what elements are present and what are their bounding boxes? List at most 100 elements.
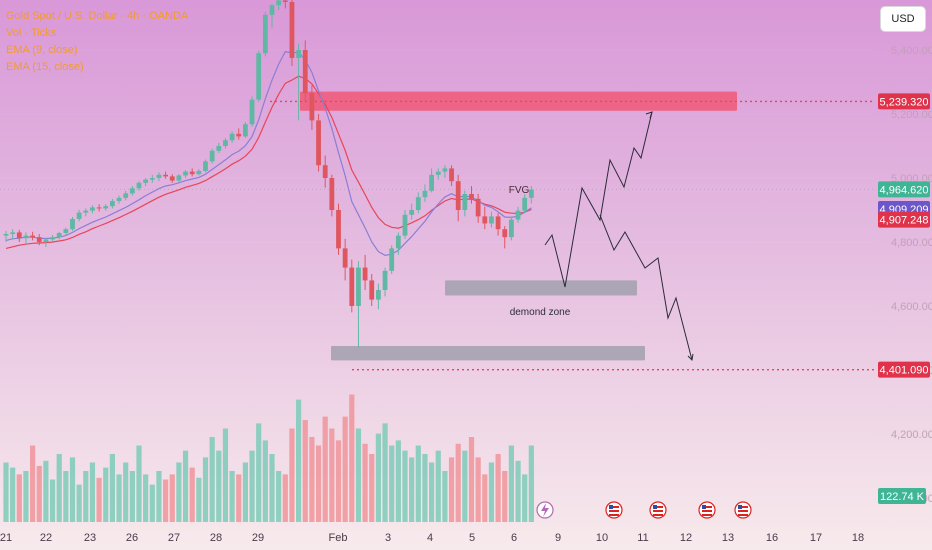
candle-body (136, 182, 142, 189)
symbol-title[interactable]: Gold Spot / U.S. Dollar · 4h · OANDA (6, 10, 189, 22)
candle (43, 238, 49, 247)
volume-bar (482, 474, 488, 522)
candle-body (129, 188, 135, 194)
candle (143, 178, 149, 186)
candle-body (236, 133, 242, 137)
y-tick-label: 4,200.000 (891, 429, 932, 441)
candle (475, 194, 481, 223)
candle (282, 0, 288, 9)
candle-body (70, 218, 75, 230)
candle (96, 204, 102, 212)
candle (196, 169, 202, 176)
candle-body (528, 189, 534, 198)
volume-bar (196, 477, 202, 522)
candle-body (169, 176, 175, 181)
candle (495, 213, 501, 236)
price-axis[interactable]: 4,000.0004,200.0004,400.0004,600.0004,80… (878, 0, 932, 505)
candle-body (455, 181, 461, 210)
candle (76, 210, 82, 222)
volume-bar (329, 428, 335, 522)
y-tick-label: 5,200.000 (891, 109, 932, 121)
candle (129, 186, 135, 196)
volume-bar (36, 465, 42, 522)
volume-bar (475, 457, 481, 522)
candle (322, 155, 328, 188)
candle (256, 50, 262, 102)
currency-button[interactable]: USD (880, 6, 926, 32)
candle (415, 192, 421, 214)
candle (309, 85, 315, 130)
candle-body (229, 133, 235, 141)
ema-fast-label[interactable]: EMA (9, close) (6, 44, 78, 56)
candle (462, 190, 468, 217)
us-flag-stripe (609, 510, 619, 512)
candle-body (515, 210, 521, 220)
volume-bar (515, 460, 521, 522)
volume-bar (349, 394, 355, 522)
candle-body (196, 170, 202, 175)
candle-body (329, 178, 335, 210)
candle (50, 234, 55, 242)
candle (36, 234, 42, 246)
volume-bar (508, 445, 514, 522)
candle (515, 206, 521, 223)
bullish-projection-path (544, 111, 653, 288)
candle (262, 11, 268, 57)
candle-body (435, 171, 441, 175)
ema-lines (5, 50, 532, 257)
volume-bar (429, 462, 435, 522)
x-tick-label: 22 (40, 532, 52, 544)
candle (110, 198, 115, 209)
us-flag-stripe (653, 514, 663, 516)
candle (362, 254, 368, 290)
candle-body (63, 229, 69, 234)
volume-indicator-label[interactable]: Vol · Ticks (6, 27, 57, 39)
candle-body (10, 232, 16, 234)
candle-body (243, 124, 248, 137)
volume-bar (455, 443, 461, 522)
candle-body (16, 232, 22, 239)
candle-body (382, 270, 388, 290)
candle (203, 159, 208, 173)
candle (336, 203, 341, 255)
volume-bar (528, 445, 534, 522)
candle-body (415, 197, 421, 210)
time-axis[interactable]: 21 22 23 26 27 28 29 Feb 3 4 5 6 9 10 11 12 13 16 17 18 (0, 501, 864, 544)
y-tick-label: 5,400.000 (891, 45, 932, 57)
candle (342, 238, 348, 281)
x-tick-label: 9 (555, 532, 561, 544)
candle-body (356, 267, 361, 306)
x-tick-label: 29 (252, 532, 264, 544)
volume-bar (209, 437, 215, 522)
candle-body (349, 267, 355, 306)
candle-body (183, 171, 188, 176)
candle-body (475, 198, 481, 217)
volume-bar (369, 454, 375, 522)
us-flag-canton (738, 505, 742, 509)
candle-body (316, 120, 321, 166)
candle (449, 165, 454, 186)
us-flag-stripe (609, 514, 619, 516)
volume-bar (3, 462, 9, 522)
candle-body (462, 194, 468, 210)
candle (369, 274, 375, 306)
candle-body (203, 161, 208, 171)
candle-body (83, 210, 89, 213)
volume-bar (149, 484, 155, 522)
price-label-badge (878, 361, 930, 378)
candle (103, 204, 109, 211)
candle-body (389, 248, 395, 271)
candle-body (509, 219, 514, 238)
volume-bar (202, 457, 209, 522)
candle (189, 168, 195, 177)
x-tick-label: 27 (168, 532, 180, 544)
volume-bar (16, 474, 22, 522)
candle (455, 174, 461, 222)
price-label-text: 4,964.620 (880, 184, 929, 196)
volume-bar (296, 399, 302, 522)
volume-bar (422, 454, 428, 522)
candle (10, 229, 16, 239)
ema-slow-label[interactable]: EMA (15, close) (6, 61, 84, 73)
volume-bar (335, 440, 342, 522)
